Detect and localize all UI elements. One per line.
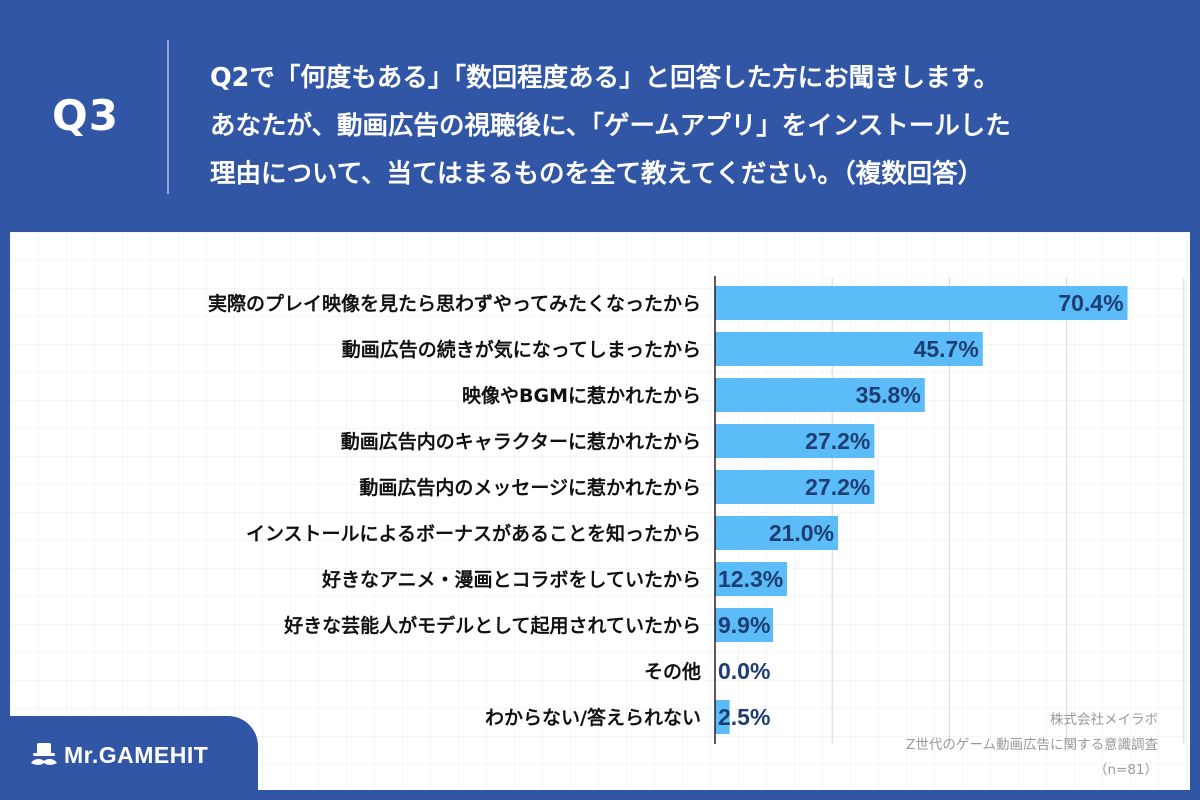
- source-note: 株式会社メイラボ Z世代のゲーム動画広告に関する意識調査 （n=81）: [906, 708, 1158, 783]
- value-label: 27.2%: [805, 474, 870, 500]
- brand-logo: Mr.GAMEHIT: [0, 716, 258, 800]
- category-label: その他: [644, 660, 701, 683]
- bar: [715, 516, 839, 550]
- category-label: 実際のプレイ映像を見たら思わずやってみたくなったから: [208, 292, 701, 315]
- question-line-2: あなたが、動画広告の視聴後に、「ゲームアプリ」をインストールした: [210, 111, 1011, 141]
- value-label: 45.7%: [914, 336, 979, 362]
- bar-chart: 実際のプレイ映像を見たら思わずやってみたくなったから 70.4% 動画広告の続きが気…: [208, 276, 1185, 744]
- bar: [715, 424, 875, 458]
- header: Q3 Q2で「何度もある」「数回程度ある」と回答した方にお聞きします。 あなたが…: [0, 0, 1200, 232]
- bar: [715, 608, 774, 642]
- value-label: 2.5%: [718, 704, 770, 730]
- category-label: 動画広告内のメッセージに惹かれたから: [359, 476, 701, 499]
- category-label: インストールによるボーナスがあることを知ったから: [246, 522, 701, 545]
- bar: [715, 470, 875, 504]
- bar: [715, 562, 788, 596]
- header-divider: [167, 40, 169, 194]
- bar: [715, 700, 730, 734]
- value-label: 12.3%: [718, 566, 783, 592]
- category-label: 動画広告の続きが気になってしまったから: [342, 338, 701, 361]
- question-text: Q2で「何度もある」「数回程度ある」と回答した方にお聞きします。 あなたが、動画…: [210, 54, 1185, 198]
- bar: [715, 378, 925, 412]
- value-label: 9.9%: [718, 612, 770, 638]
- value-label: 27.2%: [805, 428, 870, 454]
- value-label: 70.4%: [1058, 290, 1123, 316]
- question-line-1: Q2で「何度もある」「数回程度ある」と回答した方にお聞きします。: [210, 63, 1000, 93]
- mustache-hat-icon: [31, 743, 57, 765]
- category-label: わからない/答えられない: [485, 706, 701, 729]
- chart-panel: 実際のプレイ映像を見たら思わずやってみたくなったから 70.4% 動画広告の続きが気…: [10, 232, 1190, 790]
- category-label: 映像やBGMに惹かれたから: [462, 384, 701, 407]
- value-label: 35.8%: [856, 382, 921, 408]
- question-number: Q3: [52, 91, 119, 140]
- category-label: 好きなアニメ・漫画とコラボをしていたから: [321, 568, 701, 591]
- source-sample-size: （n=81）: [1093, 762, 1158, 778]
- category-label: 動画広告内のキャラクターに惹かれたから: [341, 430, 701, 453]
- source-survey: Z世代のゲーム動画広告に関する意識調査: [906, 737, 1158, 753]
- value-label: 21.0%: [769, 520, 834, 546]
- bar: [715, 332, 983, 366]
- question-line-3: 理由について、当てはまるものを全て教えてください。（複数回答）: [210, 159, 984, 189]
- bar: [715, 286, 1128, 320]
- source-company: 株式会社メイラボ: [1050, 712, 1158, 728]
- brand-name: Mr.GAMEHIT: [64, 742, 209, 768]
- category-label: 好きな芸能人がモデルとして起用されていたから: [283, 614, 701, 637]
- value-label: 0.0%: [718, 658, 770, 684]
